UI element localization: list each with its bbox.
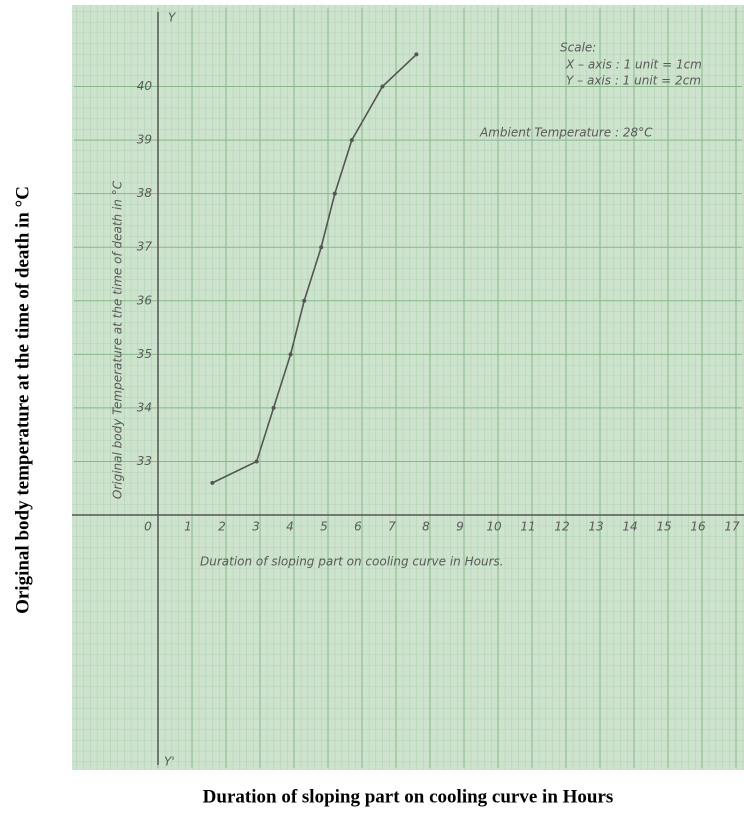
annotation: Duration of sloping part on cooling curv… (200, 555, 504, 569)
y-axis-bottom-label: Y' (164, 755, 175, 769)
graph-paper-grid (72, 5, 744, 770)
x-tick-label: 17 (724, 520, 740, 534)
y-tick-label: 35 (137, 347, 152, 361)
page: {"chart_data": { "type": "line", "x_labe… (0, 0, 744, 817)
x-tick-label: 14 (622, 520, 637, 534)
annotation: Ambient Temperature : 28°C (479, 126, 653, 140)
annotation: Scale: (560, 41, 596, 55)
y-tick-label: 38 (137, 186, 153, 200)
y-tick-label: 34 (137, 400, 152, 414)
x-tick-label: 2 (218, 520, 226, 534)
x-tick-label: 3 (252, 520, 260, 534)
x-tick-label: 11 (520, 520, 535, 534)
data-point (255, 459, 259, 463)
data-point (302, 299, 306, 303)
x-tick-label: 9 (456, 520, 464, 534)
x-tick-label: 0 (144, 520, 152, 534)
y-tick-label: 40 (137, 79, 153, 93)
data-point (414, 52, 418, 56)
y-tick-label: 37 (137, 240, 153, 254)
data-point (380, 85, 384, 89)
x-tick-label: 8 (422, 520, 430, 534)
y-tick-label: 33 (137, 454, 152, 468)
x-tick-label: 16 (690, 520, 706, 534)
x-tick-label: 10 (486, 520, 502, 534)
y-tick-label: 39 (137, 133, 152, 147)
data-point (289, 352, 293, 356)
annotation: X – axis : 1 unit = 1cm (565, 58, 702, 72)
x-axis-title: Duration of sloping part on cooling curv… (203, 786, 614, 807)
x-tick-label: 13 (588, 520, 603, 534)
x-tick-label: 1 (184, 520, 192, 534)
data-point (319, 245, 323, 249)
y-tick-label: 36 (137, 293, 153, 307)
y-axis-title: Original body temperature at the time of… (12, 186, 33, 614)
x-tick-label: 4 (286, 520, 294, 534)
x-tick-label: 12 (554, 520, 569, 534)
x-tick-label: 15 (656, 520, 671, 534)
x-tick-label: 7 (388, 520, 396, 534)
data-point (210, 481, 214, 485)
data-point (272, 406, 276, 410)
annotation: Y – axis : 1 unit = 2cm (566, 74, 701, 88)
x-tick-label: 5 (320, 520, 328, 534)
chart: Y Y' Original body temperature at the ti… (0, 0, 744, 817)
data-point (350, 138, 354, 142)
annotation: Original body Temperature at the time of… (111, 180, 125, 499)
x-tick-label: 6 (354, 520, 362, 534)
data-point (333, 192, 337, 196)
